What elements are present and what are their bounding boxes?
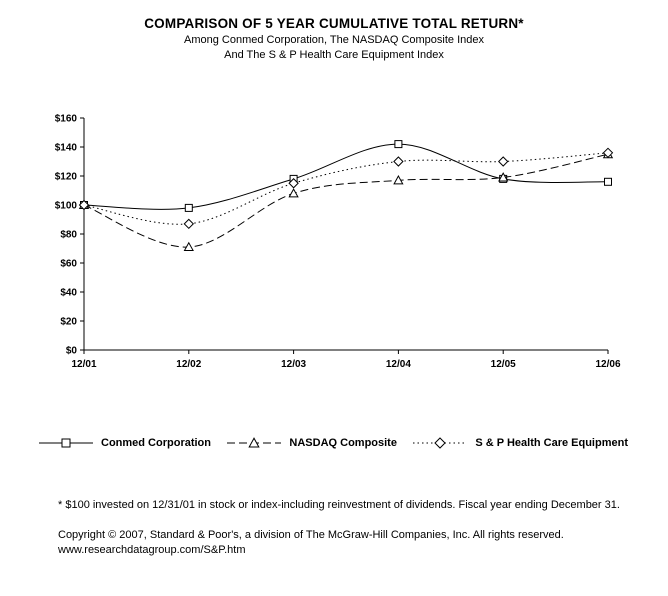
x-tick-label: 12/03 bbox=[281, 359, 306, 370]
legend-item-conmed: Conmed Corporation bbox=[38, 435, 211, 451]
copyright-line1: Copyright © 2007, Standard & Poor's, a d… bbox=[58, 529, 564, 541]
square-marker-icon bbox=[604, 177, 612, 186]
diamond-marker-icon bbox=[393, 156, 404, 167]
total-return-line-chart: $0 $20 $40 $60 $80 $100 $120 $140 $160 12/01 12/02… bbox=[55, 114, 621, 371]
x-tick-label: 12/01 bbox=[71, 359, 96, 370]
legend: Conmed Corporation NASDAQ Composite S & … bbox=[0, 435, 668, 451]
triangle-marker-icon bbox=[288, 188, 299, 198]
diamond-marker-icon bbox=[434, 437, 447, 449]
square-marker-icon bbox=[394, 140, 403, 149]
y-tick-label: $60 bbox=[60, 259, 77, 270]
legend-item-sp-health: S & P Health Care Equipment bbox=[412, 435, 628, 451]
triangle-marker-icon bbox=[183, 241, 194, 252]
diamond-marker-icon bbox=[602, 147, 614, 159]
y-tick-label: $100 bbox=[55, 201, 78, 212]
x-tick-label: 12/04 bbox=[386, 359, 411, 370]
copyright-line2: www.researchdatagroup.com/S&P.htm bbox=[58, 544, 246, 556]
chart-subtitle-line1: Among Conmed Corporation, The NASDAQ Com… bbox=[184, 34, 484, 46]
square-marker-icon bbox=[184, 203, 193, 212]
axes bbox=[80, 117, 609, 354]
x-tick-label: 12/02 bbox=[176, 359, 201, 370]
y-tick-label: $160 bbox=[55, 114, 78, 125]
triangle-marker-icon bbox=[248, 437, 261, 448]
diamond-marker-icon bbox=[78, 199, 90, 211]
chart-title: COMPARISON OF 5 YEAR CUMULATIVE TOTAL RE… bbox=[144, 16, 524, 31]
legend-item-nasdaq: NASDAQ Composite bbox=[226, 435, 397, 451]
y-tick-label: $140 bbox=[55, 143, 78, 154]
x-tick-label: 12/06 bbox=[595, 359, 620, 370]
x-tick-label: 12/05 bbox=[491, 359, 516, 370]
footnote: * $100 invested on 12/31/01 in stock or … bbox=[58, 499, 620, 511]
chart-subtitle-line2: And The S & P Health Care Equipment Inde… bbox=[224, 49, 444, 61]
diamond-marker-icon bbox=[288, 178, 299, 189]
y-tick-label: $20 bbox=[60, 317, 77, 328]
nasdaq-triangle-marker-icon bbox=[227, 437, 282, 448]
y-tick-label: $40 bbox=[60, 288, 77, 299]
copyright-block: Copyright © 2007, Standard & Poor's, a d… bbox=[58, 528, 668, 558]
series-diamond bbox=[78, 147, 614, 230]
chart-area: $0 $20 $40 $60 $80 $100 $120 $140 $160 12/01 12/02… bbox=[32, 111, 668, 383]
y-tick-label: $120 bbox=[55, 172, 78, 183]
triangle-marker-icon bbox=[393, 175, 404, 185]
y-tick-label: $80 bbox=[60, 230, 77, 241]
conmed-square-marker-icon bbox=[39, 438, 93, 448]
diamond-marker-icon bbox=[497, 156, 509, 167]
series-square bbox=[80, 140, 612, 212]
sp-diamond-marker-icon bbox=[413, 437, 468, 449]
legend-label-sp-health: S & P Health Care Equipment bbox=[475, 437, 628, 449]
legend-label-conmed: Conmed Corporation bbox=[101, 437, 211, 449]
triangle-marker-icon bbox=[498, 172, 509, 182]
legend-label-nasdaq: NASDAQ Composite bbox=[289, 437, 397, 449]
y-tick-label: $0 bbox=[66, 346, 78, 357]
square-marker-icon bbox=[61, 438, 71, 448]
series-triangle bbox=[78, 148, 614, 252]
diamond-marker-icon bbox=[183, 218, 195, 230]
